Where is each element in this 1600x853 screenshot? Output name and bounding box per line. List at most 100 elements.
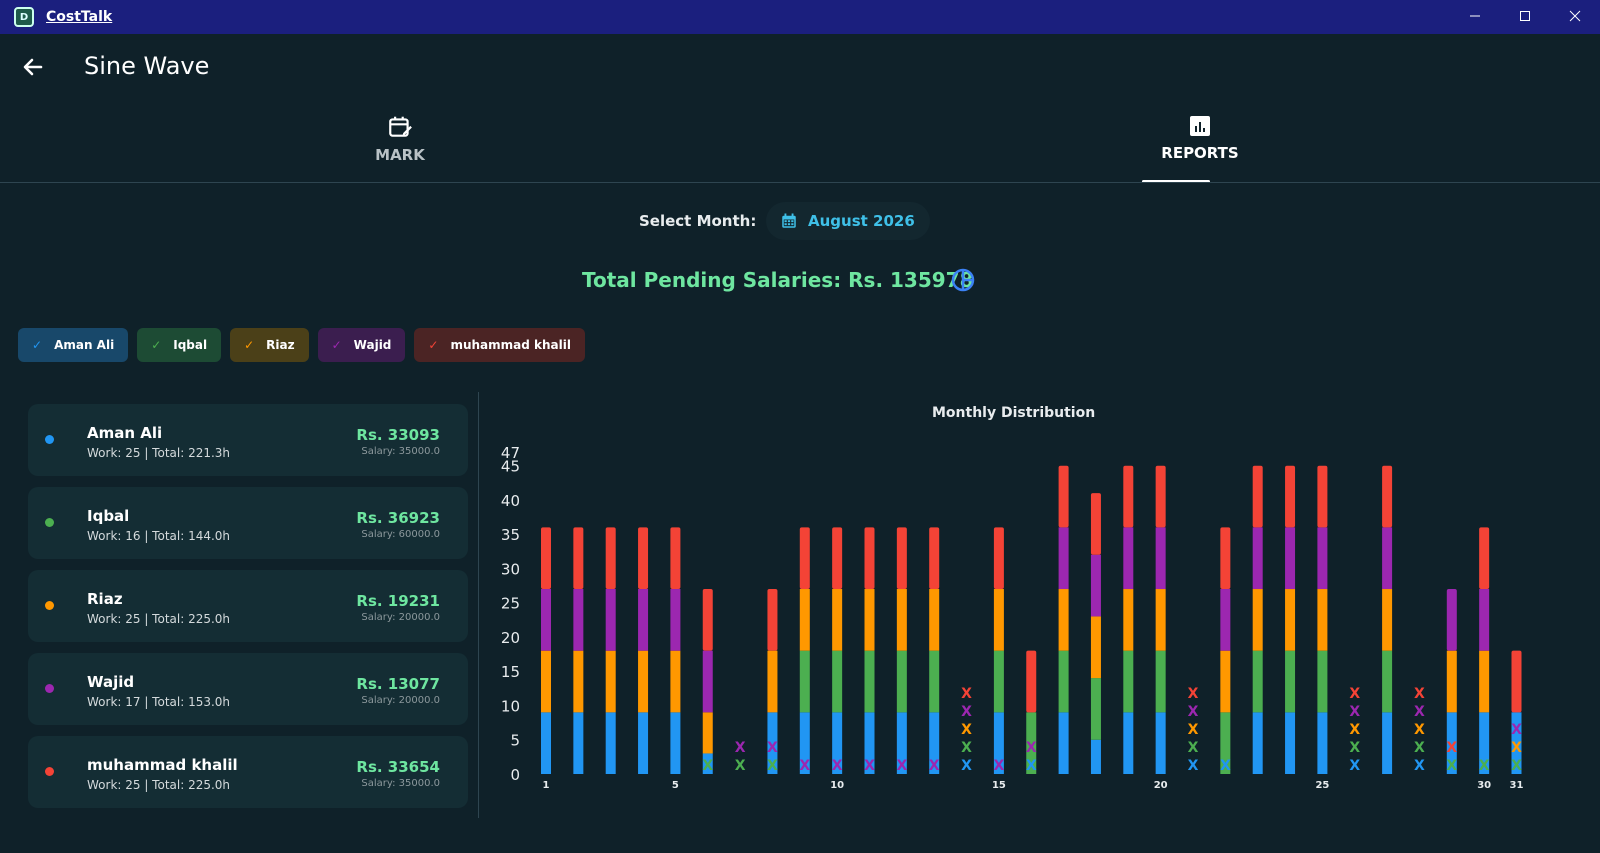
employee-name: Riaz <box>87 590 123 608</box>
maximize-button[interactable] <box>1500 0 1550 32</box>
absent-marker: X <box>735 740 746 756</box>
employee-card[interactable]: Wajid Work: 17 | Total: 153.0h Rs. 13077… <box>28 653 468 725</box>
bar-segment <box>1285 527 1296 590</box>
bar-segment <box>605 589 616 651</box>
bar-segment <box>702 753 713 774</box>
absent-marker: X <box>1220 758 1231 774</box>
employee-color-dot <box>45 518 54 527</box>
maximize-icon <box>1520 11 1530 21</box>
bar-segment <box>896 650 907 713</box>
chip-label: Aman Ali <box>54 338 115 352</box>
absent-marker: X <box>1414 704 1425 720</box>
absent-marker: X <box>1188 758 1199 774</box>
bar-segment <box>541 589 551 651</box>
bar-segment <box>1155 589 1166 651</box>
bar-segment <box>1479 589 1490 651</box>
bar-segment <box>1090 554 1101 617</box>
y-tick-label: 10 <box>501 697 520 715</box>
bar-segment <box>702 589 713 651</box>
bar-segment <box>864 650 875 713</box>
employee-salary: Salary: 20000.0 <box>361 612 440 623</box>
bar-segment <box>1317 712 1328 774</box>
employee-card[interactable]: Iqbal Work: 16 | Total: 144.0h Rs. 36923… <box>28 487 468 559</box>
absent-marker: X <box>799 758 810 774</box>
absent-marker: X <box>1026 758 1037 774</box>
absent-marker: X <box>1188 722 1199 738</box>
title-bar: D CostTalk <box>0 0 1600 34</box>
bar-segment <box>573 589 584 651</box>
minimize-icon <box>1470 15 1480 17</box>
minimize-button[interactable] <box>1450 0 1500 32</box>
filter-chip-aman-ali[interactable]: ✓ Aman Ali <box>18 328 129 362</box>
check-icon: ✓ <box>32 338 43 352</box>
absent-marker: X <box>961 740 972 756</box>
x-tick-label: 5 <box>672 780 679 791</box>
back-button[interactable] <box>18 52 48 82</box>
employee-filter-chips: ✓ Aman Ali ✓ Iqbal ✓ Riaz ✓ Wajid ✓ muhammad … <box>18 328 585 362</box>
bar-segment <box>1285 650 1296 713</box>
employee-card[interactable]: Aman Ali Work: 25 | Total: 221.3h Rs. 33… <box>28 404 468 476</box>
employee-work: Work: 17 | Total: 153.0h <box>87 695 231 709</box>
bar-segment <box>993 589 1004 651</box>
bar-segment <box>767 650 778 713</box>
employee-color-dot <box>45 684 54 693</box>
bar-segment <box>1123 650 1134 713</box>
tabs-divider <box>0 182 1600 183</box>
bar-segment <box>864 527 875 590</box>
filter-chip-iqbal[interactable]: ✓ Iqbal <box>137 328 222 362</box>
app-logo-icon: D <box>14 7 34 27</box>
bar-segment <box>832 527 843 590</box>
absent-marker: X <box>1446 740 1457 756</box>
bar-segment <box>767 589 778 651</box>
month-picker-button[interactable]: August 2026 <box>766 202 930 240</box>
employee-card[interactable]: Riaz Work: 25 | Total: 225.0h Rs. 19231 … <box>28 570 468 642</box>
bar-segment <box>1479 712 1490 774</box>
arrow-left-icon <box>23 58 43 76</box>
absent-marker: X <box>832 758 843 774</box>
bar-segment <box>1511 650 1522 713</box>
bar-segment <box>605 712 616 774</box>
absent-marker: X <box>864 758 875 774</box>
calendar-icon <box>782 213 796 228</box>
bar-segment <box>605 650 616 713</box>
employee-work: Work: 25 | Total: 225.0h <box>87 612 231 626</box>
bar-segment <box>1058 650 1069 713</box>
absent-marker: X <box>1026 740 1037 756</box>
absent-marker: X <box>1414 686 1425 702</box>
tab-mark[interactable]: MARK <box>300 114 500 184</box>
employee-name: muhammad khalil <box>87 756 238 774</box>
tab-reports[interactable]: REPORTS <box>1100 114 1300 184</box>
filter-chip-muhammad-khalil[interactable]: ✓ muhammad khalil <box>414 328 585 362</box>
bar-segment <box>1285 589 1296 651</box>
bar-segment <box>1511 712 1522 774</box>
bar-segment <box>702 650 713 713</box>
absent-marker: X <box>1414 722 1425 738</box>
bar-segment <box>1446 589 1457 651</box>
absent-marker: X <box>961 722 972 738</box>
absent-marker: X <box>1479 758 1490 774</box>
bar-segment <box>1285 465 1296 528</box>
employee-color-dot <box>45 767 54 776</box>
absent-marker: X <box>1188 704 1199 720</box>
bar-segment <box>670 712 681 774</box>
filter-chip-riaz[interactable]: ✓ Riaz <box>230 328 309 362</box>
absent-marker: X <box>767 758 778 774</box>
bar-segment <box>1382 650 1393 713</box>
bar-segment <box>993 712 1004 774</box>
absent-marker: X <box>896 758 907 774</box>
employee-card[interactable]: muhammad khalil Work: 25 | Total: 225.0h… <box>28 736 468 808</box>
chip-label: Wajid <box>353 338 392 352</box>
absent-marker: X <box>961 758 972 774</box>
filter-chip-wajid[interactable]: ✓ Wajid <box>317 328 406 362</box>
bar-segment <box>993 650 1004 713</box>
absent-marker: X <box>767 740 778 756</box>
tab-mark-label: MARK <box>375 146 425 164</box>
x-tick-label: 20 <box>1154 780 1168 791</box>
bar-segment <box>1155 527 1166 590</box>
pie-chart-button[interactable] <box>950 267 976 293</box>
employee-salary: Salary: 35000.0 <box>361 446 440 457</box>
total-pending-salaries: Total Pending Salaries: Rs. 135978 <box>582 268 974 292</box>
bar-segment <box>1252 712 1263 774</box>
bar-segment <box>1252 527 1263 590</box>
close-button[interactable] <box>1550 0 1600 32</box>
